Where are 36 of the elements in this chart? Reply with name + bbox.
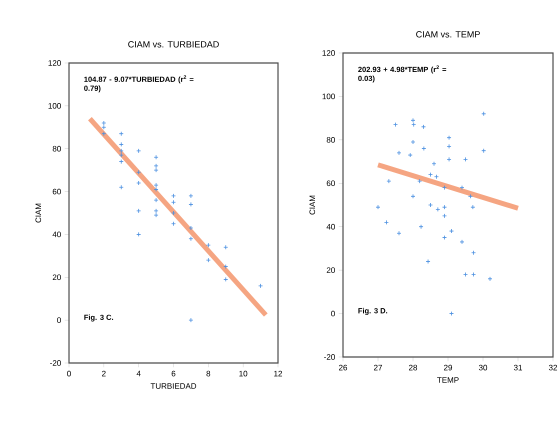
point — [449, 228, 454, 234]
point — [410, 140, 416, 144]
point — [154, 208, 158, 214]
point — [442, 235, 447, 240]
point — [426, 259, 430, 264]
point — [446, 144, 452, 149]
point — [386, 178, 392, 184]
point — [154, 163, 158, 168]
point — [460, 185, 464, 190]
point — [171, 193, 176, 198]
point — [154, 212, 158, 218]
point — [396, 150, 402, 156]
point — [442, 185, 447, 190]
chart-title: CIAM vs. TURBIEDAD — [128, 41, 219, 48]
point — [154, 187, 158, 192]
point — [463, 157, 468, 162]
point — [154, 198, 158, 203]
point — [188, 193, 194, 198]
chart-title: CIAM vs. TEMP — [416, 31, 480, 38]
point — [442, 213, 447, 218]
point — [384, 220, 389, 225]
point — [449, 311, 454, 316]
point — [154, 168, 158, 173]
point — [421, 146, 426, 151]
point — [446, 157, 452, 162]
point — [428, 202, 433, 208]
point — [154, 182, 158, 188]
point — [171, 210, 176, 216]
point — [460, 240, 464, 244]
point — [428, 172, 433, 177]
point — [463, 272, 468, 277]
point — [188, 318, 194, 323]
point — [471, 272, 476, 277]
point — [188, 202, 194, 207]
point — [258, 283, 263, 288]
point — [188, 226, 194, 230]
